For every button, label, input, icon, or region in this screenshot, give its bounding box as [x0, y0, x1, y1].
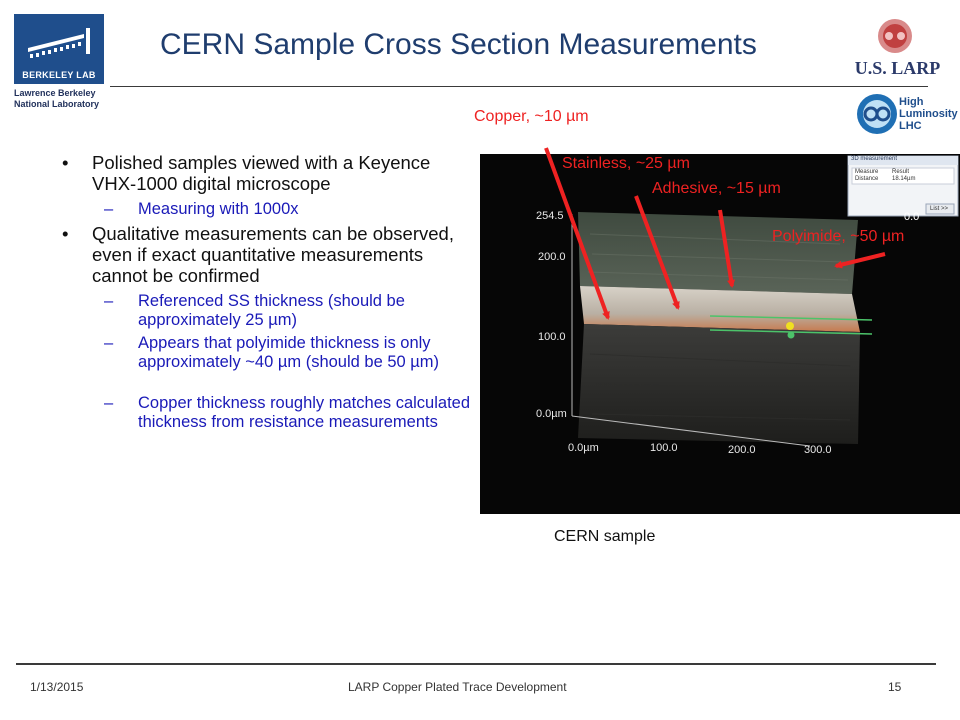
hl-logo-line2: Luminosity [899, 108, 958, 120]
berkeley-logo-mark: BERKELEY LAB [14, 14, 104, 84]
sub-bullet-item: – Referenced SS thickness (should be appr… [62, 292, 472, 330]
footer-divider [16, 663, 936, 665]
page-number: 15 [888, 680, 902, 694]
adhesive-annotation: Adhesive, ~15 µm [652, 180, 781, 197]
bullet-dot-icon: • [62, 152, 69, 173]
sub-bullet-text: Copper thickness roughly matches calcula… [138, 394, 471, 431]
hl-lhc-emblem-icon [857, 94, 897, 134]
larp-logo-text: U.S. LARP [854, 58, 941, 78]
panel-col-header: Result [892, 169, 910, 175]
berkeley-sub-line2: National Laboratory [14, 99, 100, 109]
polyimide-arrow [834, 252, 886, 269]
header-divider [110, 86, 928, 87]
panel-row-label: Distance [855, 176, 879, 182]
panel-title: 3D measurement [851, 156, 898, 162]
x-tick-label: 200.0 [728, 444, 756, 456]
stainless-arrow [634, 195, 680, 310]
polyimide-annotation: Polyimide, ~50 µm [772, 228, 905, 245]
bullet-list: • Polished samples viewed with a Keyence … [62, 152, 472, 436]
berkeley-sub-line1: Lawrence Berkeley [14, 88, 96, 98]
hl-lhc-logo-text: High Luminosity LHC [899, 96, 958, 132]
page-title: CERN Sample Cross Section Measurements [160, 28, 757, 61]
x-tick-label: 100.0 [650, 442, 678, 454]
building-icon [28, 28, 90, 58]
dash-icon: – [104, 334, 114, 352]
sub-bullet-item: – Measuring with 1000x [62, 200, 472, 219]
adhesive-arrow [718, 209, 736, 288]
sub-bullet-text: Referenced SS thickness (should be appro… [138, 292, 405, 329]
bullet-dot-icon: • [62, 223, 69, 244]
sub-bullet-item: – Copper thickness roughly matches calcul… [62, 394, 472, 432]
bullet-text: Qualitative measurements can be observed… [92, 223, 454, 286]
sub-bullet-text: Appears that polyimide thickness is only… [138, 334, 440, 371]
hl-logo-line1: High [899, 96, 924, 108]
y-tick-label: 100.0 [538, 331, 566, 343]
sub-bullet-text: Measuring with 1000x [138, 200, 299, 218]
stainless-annotation: Stainless, ~25 µm [562, 155, 690, 172]
accelerator-emblem-icon [878, 19, 912, 53]
panel-row-value: 18.14µm [892, 176, 916, 182]
y-tick-label: 0.0µm [536, 408, 567, 420]
panel-col-header: Measure [855, 169, 879, 175]
berkeley-lab-logo: BERKELEY LAB Lawrence Berkeley National … [14, 14, 114, 114]
y-tick-label: 200.0 [538, 251, 566, 263]
footer-title: LARP Copper Plated Trace Development [348, 680, 567, 694]
sub-bullet-item: – Appears that polyimide thickness is onl… [62, 334, 472, 372]
footer-date: 1/13/2015 [30, 680, 84, 694]
dash-icon: – [104, 394, 114, 412]
copper-annotation: Copper, ~10 µm [474, 108, 589, 125]
bullet-item: • Qualitative measurements can be observe… [62, 223, 472, 286]
berkeley-logo-subtitle: Lawrence Berkeley National Laboratory [14, 88, 124, 110]
bullet-text: Polished samples viewed with a Keyence V… [92, 152, 431, 194]
hl-lhc-logo: High Luminosity LHC [855, 92, 958, 142]
hl-logo-line3: LHC [899, 120, 922, 132]
copper-arrow [544, 147, 610, 320]
panel-list-button[interactable]: List >> [930, 206, 949, 212]
us-larp-logo: U.S. LARP [845, 14, 950, 89]
dash-icon: – [104, 200, 114, 218]
bullet-item: • Polished samples viewed with a Keyence … [62, 152, 472, 194]
berkeley-logo-text: BERKELEY LAB [22, 70, 96, 80]
x-tick-label: 0.0µm [568, 442, 599, 454]
x-tick-label: 300.0 [804, 444, 832, 456]
y-tick-label: 254.5 [536, 210, 564, 222]
panel-readout: 0.0 [904, 211, 919, 223]
dash-icon: – [104, 292, 114, 310]
image-caption: CERN sample [554, 528, 656, 545]
